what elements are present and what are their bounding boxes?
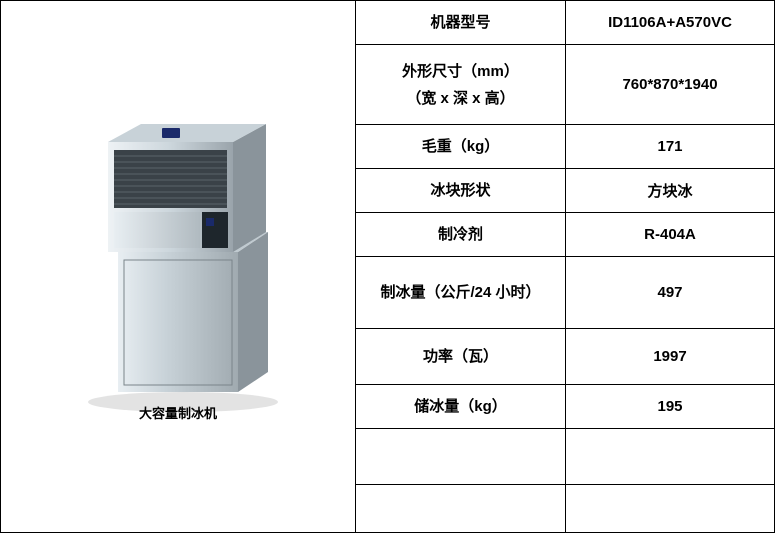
spec-row-empty — [356, 429, 774, 485]
spec-row-dimensions: 外形尺寸（mm） （宽 x 深 x 高） 760*870*1940 — [356, 45, 774, 125]
spec-row-storage: 储冰量（kg） 195 — [356, 385, 774, 429]
spec-label-empty — [356, 429, 566, 484]
spec-value: 760*870*1940 — [566, 45, 774, 124]
spec-value: 497 — [566, 257, 774, 328]
spec-value: 195 — [566, 385, 774, 428]
spec-label: 外形尺寸（mm） （宽 x 深 x 高） — [356, 45, 566, 124]
spec-row-model: 机器型号 ID1106A+A570VC — [356, 1, 774, 45]
spec-row-power: 功率（瓦） 1997 — [356, 329, 774, 385]
spec-value-empty — [566, 429, 774, 484]
product-caption: 大容量制冰机 — [139, 403, 217, 422]
ice-machine-illustration — [68, 92, 288, 412]
spec-row-refrigerant: 制冷剂 R-404A — [356, 213, 774, 257]
spec-label: 冰块形状 — [356, 169, 566, 212]
spec-row-ice-production: 制冰量（公斤/24 小时） 497 — [356, 257, 774, 329]
spec-label: 制冰量（公斤/24 小时） — [356, 257, 566, 328]
main-container: 大容量制冰机 机器型号 ID1106A+A570VC 外形尺寸（mm） （宽 x… — [0, 0, 775, 533]
spec-label: 功率（瓦） — [356, 329, 566, 384]
spec-row-weight: 毛重（kg） 171 — [356, 125, 774, 169]
spec-label: 毛重（kg） — [356, 125, 566, 168]
spec-label-empty — [356, 485, 566, 532]
image-panel: 大容量制冰机 — [1, 1, 356, 532]
spec-value-empty — [566, 485, 774, 532]
spec-table: 机器型号 ID1106A+A570VC 外形尺寸（mm） （宽 x 深 x 高）… — [356, 1, 774, 532]
spec-row-empty — [356, 485, 774, 532]
spec-value: ID1106A+A570VC — [566, 1, 774, 44]
spec-value: 方块冰 — [566, 169, 774, 212]
spec-label: 储冰量（kg） — [356, 385, 566, 428]
spec-value: R-404A — [566, 213, 774, 256]
spec-label: 机器型号 — [356, 1, 566, 44]
spec-value: 1997 — [566, 329, 774, 384]
spec-label: 制冷剂 — [356, 213, 566, 256]
spec-row-ice-shape: 冰块形状 方块冰 — [356, 169, 774, 213]
spec-value: 171 — [566, 125, 774, 168]
